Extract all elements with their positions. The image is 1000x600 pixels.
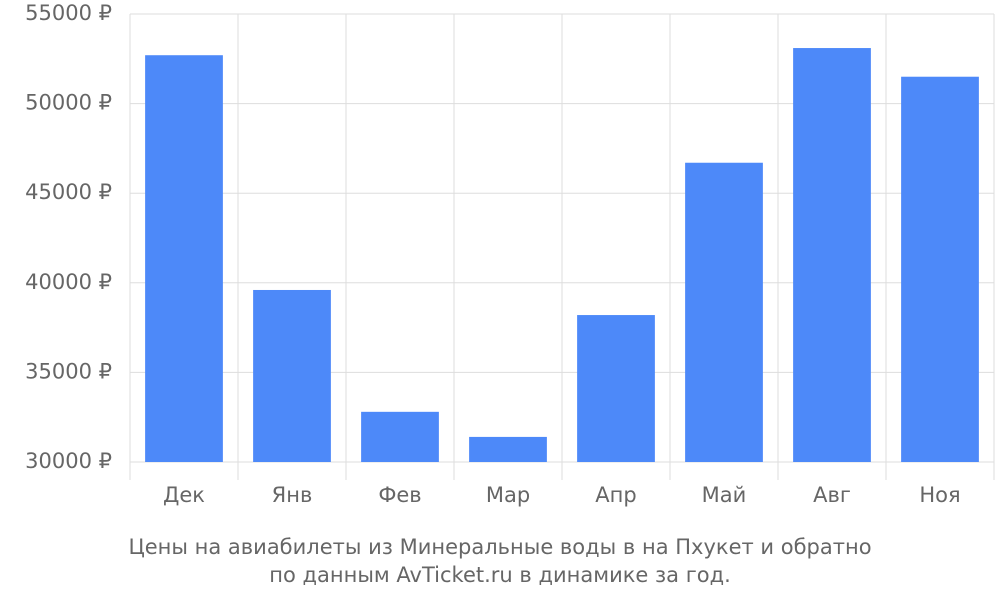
bar (577, 315, 655, 462)
x-tick-label: Янв (272, 483, 313, 507)
y-tick-label: 50000 ₽ (25, 91, 112, 115)
y-tick-label: 35000 ₽ (25, 359, 112, 383)
bar (685, 162, 763, 462)
x-tick-label: Май (702, 483, 747, 507)
y-tick-label: 30000 ₽ (25, 449, 112, 473)
bar (145, 55, 223, 462)
bar (793, 48, 871, 462)
caption-line: по данным AvTicket.ru в динамике за год. (269, 563, 731, 587)
bar (253, 289, 331, 462)
bar (361, 411, 439, 462)
x-tick-label: Мар (486, 483, 530, 507)
x-tick-label: Дек (163, 483, 205, 507)
x-tick-label: Фев (378, 483, 421, 507)
x-tick-label: Ноя (919, 483, 960, 507)
y-tick-label: 40000 ₽ (25, 270, 112, 294)
bar (901, 76, 979, 462)
x-tick-label: Апр (595, 483, 636, 507)
y-tick-label: 55000 ₽ (25, 1, 112, 25)
y-tick-label: 45000 ₽ (25, 180, 112, 204)
x-tick-label: Авг (813, 483, 851, 507)
bar (469, 436, 547, 462)
caption-line: Цены на авиабилеты из Минеральные воды в… (128, 535, 871, 559)
